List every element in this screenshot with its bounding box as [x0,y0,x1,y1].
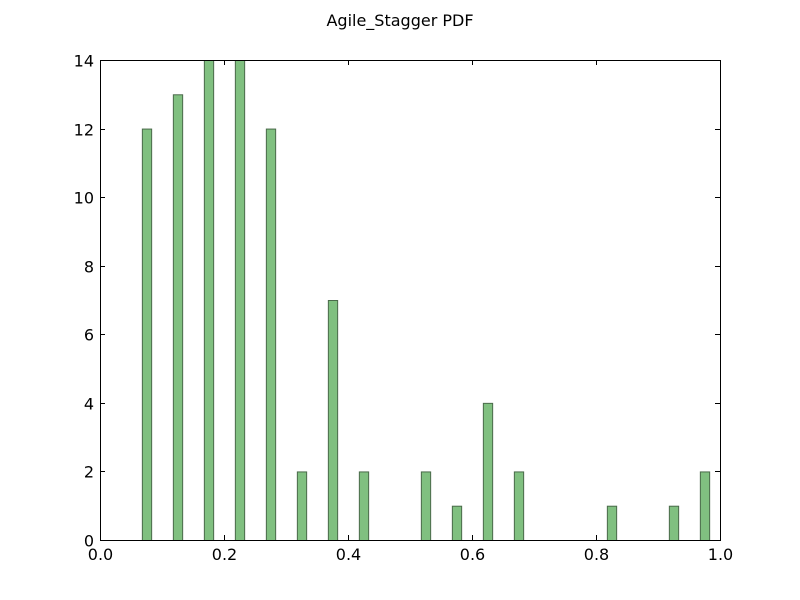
ticks-layer [100,60,721,541]
histogram-bar [141,128,153,541]
histogram-bar [513,471,525,541]
histogram-bar [234,60,246,541]
labels-layer: 0.0 0.2 0.4 0.6 0.8 1.0 0 2 4 6 8 10 12 14 [74,52,734,565]
x-tick-label: 0.2 [212,545,237,564]
x-tick-label: 1.0 [708,545,733,564]
histogram-bar [606,505,618,542]
histogram-bar [203,60,215,541]
histogram-bar [420,471,432,541]
chart-title: Agile_Stagger PDF [326,11,474,30]
bars-layer [141,60,711,542]
histogram-bar [668,505,680,542]
histogram-bar [296,471,308,541]
y-tick-label: 14 [74,52,94,71]
y-tick-label: 12 [74,121,94,140]
y-tick-label: 0 [84,532,94,551]
y-tick-label: 2 [84,463,94,482]
histogram-bar [265,128,277,541]
x-tick-label: 0.0 [88,545,113,564]
y-tick-label: 6 [84,326,94,345]
y-tick-label: 10 [74,189,94,208]
histogram-bar [482,402,494,541]
x-tick-label: 0.8 [584,545,609,564]
histogram-bar [699,471,711,541]
y-tick-label: 4 [84,395,94,414]
plot-frame [100,60,721,541]
x-tick-label: 0.6 [460,545,485,564]
histogram-bar [172,94,184,542]
x-tick-label: 0.4 [336,545,361,564]
histogram-bar [327,300,339,541]
y-tick-label: 8 [84,258,94,277]
histogram-bar [358,471,370,541]
histogram-bar [451,505,463,542]
